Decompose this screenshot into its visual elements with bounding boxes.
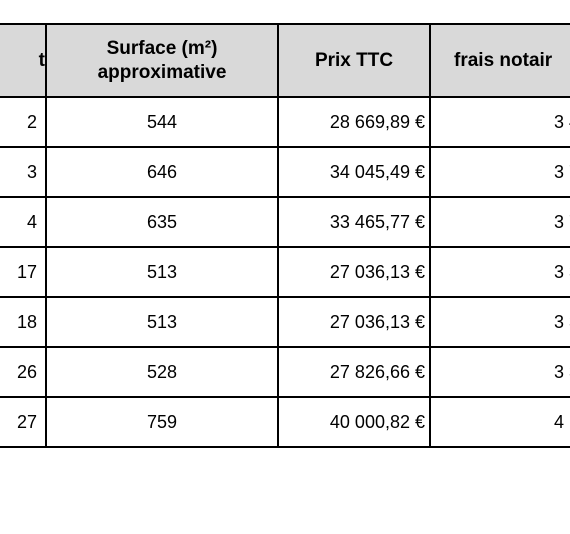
cell-prix-ttc: 34 045,49 €: [277, 146, 431, 198]
cell-surface: 513: [45, 246, 279, 298]
header-row: t Surface (m²) approximative Prix TTC fr…: [0, 23, 570, 98]
cell-surface: 544: [45, 96, 279, 148]
header-prix-ttc: Prix TTC: [277, 23, 431, 98]
cell-surface: 635: [45, 196, 279, 248]
cell-prix-ttc: 28 669,89 €: [277, 96, 431, 148]
header-frais-notaire: frais notair: [429, 23, 570, 98]
header-lot: t: [0, 23, 47, 98]
cell-prix-ttc: 27 036,13 €: [277, 246, 431, 298]
cell-prix-ttc: 27 036,13 €: [277, 296, 431, 348]
cell-frais-notaire: 4 155: [429, 396, 570, 448]
cell-prix-ttc: 33 465,77 €: [277, 196, 431, 248]
cell-lot: 4: [0, 196, 47, 248]
cell-prix-ttc: 40 000,82 €: [277, 396, 431, 448]
cell-lot: 2: [0, 96, 47, 148]
cell-surface: 513: [45, 296, 279, 348]
cell-frais-notaire: 3 795: [429, 146, 570, 198]
cell-surface: 528: [45, 346, 279, 398]
cell-lot: 3: [0, 146, 47, 198]
cell-lot: 18: [0, 296, 47, 348]
header-surface: Surface (m²) approximative: [45, 23, 279, 98]
cell-frais-notaire: 3 338: [429, 296, 570, 348]
cell-frais-notaire: 3 387: [429, 346, 570, 398]
cell-lot: 26: [0, 346, 47, 398]
header-surface-label: Surface (m²) approximative: [97, 37, 227, 83]
cell-frais-notaire: 3 758: [429, 196, 570, 248]
cell-frais-notaire: 3 338: [429, 246, 570, 298]
cell-lot: 17: [0, 246, 47, 298]
cell-prix-ttc: 27 826,66 €: [277, 346, 431, 398]
cell-surface: 646: [45, 146, 279, 198]
lots-table: t Surface (m²) approximative Prix TTC fr…: [0, 23, 570, 448]
cell-surface: 759: [45, 396, 279, 448]
table-viewport: t Surface (m²) approximative Prix TTC fr…: [0, 23, 570, 449]
cell-lot: 27: [0, 396, 47, 448]
cell-frais-notaire: 3 442: [429, 96, 570, 148]
